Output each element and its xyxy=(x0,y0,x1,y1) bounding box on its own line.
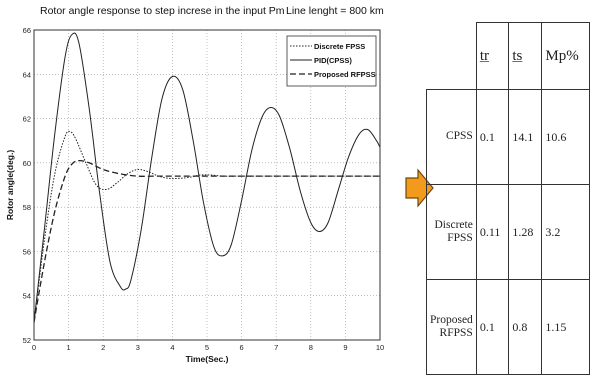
y-axis-label: Rotor angle(deg.) xyxy=(5,150,15,221)
right-arrow-icon xyxy=(405,168,434,208)
rotor-angle-chart: Rotor angle response to step increse in … xyxy=(5,5,385,364)
x-tick-label: 9 xyxy=(343,343,347,352)
chart-title: Rotor angle response to step increse in … xyxy=(40,5,285,17)
header-tr: tr xyxy=(475,22,510,90)
chart-annotation: Line lenght = 800 km xyxy=(286,5,384,17)
cell-discrete-fpss-mp: 3.2 xyxy=(541,184,590,280)
x-tick-label: 7 xyxy=(274,343,278,352)
series-line-2 xyxy=(33,159,380,323)
legend: Discrete FPSS PID(CPSS) Proposed RFPSS xyxy=(286,35,377,87)
cell-proposed-rfpss-ts: 0.8 xyxy=(508,279,543,375)
y-tick-label: 52 xyxy=(23,336,31,345)
row-label-discrete-fpss: Discrete FPSS xyxy=(426,184,477,280)
table-corner-cell xyxy=(426,22,477,90)
series-line-1 xyxy=(33,32,381,323)
header-ts: ts xyxy=(508,22,543,90)
x-tick-label: 0 xyxy=(32,343,36,352)
y-tick-label: 58 xyxy=(23,203,31,212)
y-tick-label: 62 xyxy=(23,115,31,124)
plot-frame xyxy=(33,29,381,341)
cell-discrete-fpss-tr: 0.11 xyxy=(475,184,510,280)
x-tick-label: 6 xyxy=(240,343,244,352)
x-tick-label: 5 xyxy=(205,343,209,352)
x-tick-label: 2 xyxy=(101,343,105,352)
x-tick-label: 4 xyxy=(170,343,174,352)
table-row: Proposed RFPSS 0.1 0.8 1.15 xyxy=(426,279,590,375)
x-tick-label: 1 xyxy=(67,343,71,352)
legend-label-proposed-rfpss: Proposed RFPSS xyxy=(314,70,376,79)
cell-proposed-rfpss-tr: 0.1 xyxy=(475,279,510,375)
cell-cpss-ts: 14.1 xyxy=(508,89,543,185)
y-tick-label: 54 xyxy=(23,292,31,301)
performance-table: tr ts Mp% CPSS 0.1 14.1 10.6 Discrete FP… xyxy=(426,22,590,375)
series-lines xyxy=(33,32,381,323)
x-tick-label: 8 xyxy=(309,343,313,352)
legend-box xyxy=(286,35,377,87)
header-mp: Mp% xyxy=(541,22,590,90)
table-row: CPSS 0.1 14.1 10.6 xyxy=(426,89,590,185)
table-row: Discrete FPSS 0.11 1.28 3.2 xyxy=(426,184,590,280)
y-tick-label: 56 xyxy=(23,247,31,256)
x-axis-label: Time(Sec.) xyxy=(186,354,229,364)
y-tick-label: 60 xyxy=(23,159,31,168)
legend-label-discrete-fpss: Discrete FPSS xyxy=(314,42,365,51)
x-tick-label: 10 xyxy=(376,343,384,352)
y-tick-label: 66 xyxy=(23,26,31,35)
cell-proposed-rfpss-mp: 1.15 xyxy=(541,279,590,375)
legend-label-pid-cpss: PID(CPSS) xyxy=(314,56,352,65)
cell-cpss-tr: 0.1 xyxy=(475,89,510,185)
row-label-cpss: CPSS xyxy=(426,89,477,185)
row-label-proposed-rfpss: Proposed RFPSS xyxy=(426,279,477,375)
x-tick-label: 3 xyxy=(136,343,140,352)
table-header-row: tr ts Mp% xyxy=(426,22,590,90)
cell-discrete-fpss-ts: 1.28 xyxy=(508,184,543,280)
cell-cpss-mp: 10.6 xyxy=(541,89,590,185)
y-tick-label: 64 xyxy=(23,70,31,79)
